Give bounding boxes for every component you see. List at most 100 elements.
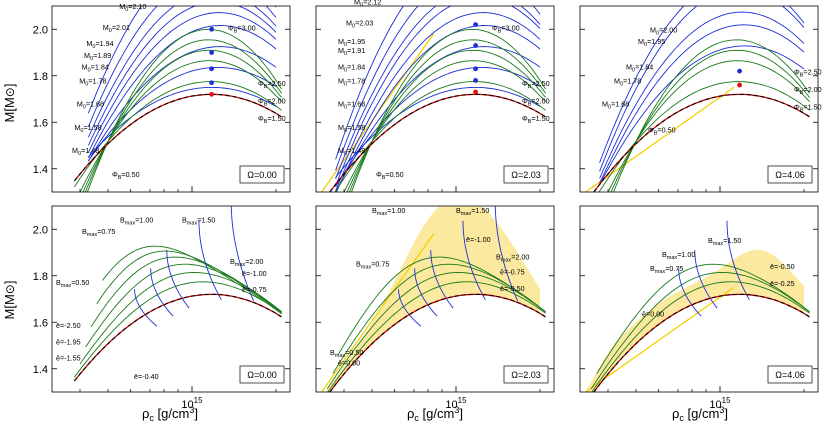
e-curve: [596, 263, 810, 374]
mass-curve: [87, 6, 277, 127]
flux-label: ΦB=1.50: [522, 114, 550, 125]
y-axis-label-sun-2: ⊙: [3, 284, 17, 294]
bmax-label: Bmax=1.00: [372, 206, 405, 217]
panels-layer: 1.41.61.82.0Ω=0.00M0=2.10M0=2.01M0=1.94M…: [33, 0, 822, 411]
e-label: ē=-0.40: [134, 372, 159, 381]
bmax-label: Bmax=1.50: [708, 236, 741, 247]
x-tick-label: 1015: [445, 396, 467, 411]
y-axis-label-close-2: ]: [2, 281, 17, 285]
mass-curve: [599, 45, 805, 186]
panel-frame: [315, 205, 555, 393]
x-label-unit-3: [g/cm: [684, 406, 719, 421]
e-label: ē=0.00: [642, 309, 664, 318]
flux-label: ΦB=2.50: [522, 79, 550, 90]
flux-curve: [351, 28, 546, 192]
sequence-dot: [209, 26, 215, 32]
x-axis-label-col0: ρc [g/cm3]: [142, 405, 198, 423]
flux-curve: [607, 60, 810, 192]
plot-area: [321, 206, 546, 392]
e-curve: [74, 281, 282, 378]
mass-curve: [335, 6, 541, 179]
mass-curve: [335, 25, 541, 192]
e-label: ē=-0.75: [242, 285, 267, 294]
mass-curve: [599, 24, 805, 184]
mass-curve: [87, 6, 277, 138]
mass-label: M0=1.84: [82, 62, 109, 73]
nonmag-dashed: [329, 293, 546, 392]
y-axis-label-main: M[M: [2, 97, 17, 122]
max-mass-dot: [473, 89, 478, 95]
mass-label: M0=2.03: [346, 18, 373, 29]
panel-1-2: 1015 Ω=4.06 Bmax=1.00 Bmax=1.50 Bmax=0.75 ē=-…: [579, 205, 819, 411]
e-curve: [102, 245, 282, 315]
bmax-curve: [414, 268, 438, 317]
sequence-dot: [209, 66, 215, 72]
mass-label: M0=1.84: [626, 62, 653, 73]
mass-label: M0=1.68: [338, 100, 365, 111]
x-label-unit-2: [g/cm: [419, 406, 454, 421]
e-label: ē=-1.55: [56, 354, 81, 363]
flux-label: ΦB=0.50: [648, 126, 676, 137]
plot-area: [585, 6, 810, 192]
mass-label: M0=1.95: [638, 37, 665, 48]
x-label-close: ]: [194, 406, 198, 421]
plot-area: [585, 220, 810, 392]
omega-label: Ω=0.00: [247, 170, 277, 180]
flux-label: ΦB=1.50: [794, 102, 822, 113]
y-tick-label: 1.4: [33, 164, 48, 176]
omega-label: Ω=2.03: [511, 370, 541, 380]
x-tick-label: 1015: [709, 396, 731, 411]
bmax-label: Bmax=0.75: [650, 264, 683, 275]
mass-curve: [335, 6, 541, 187]
mass-curve: [335, 12, 541, 191]
nonmag-dashed: [593, 293, 810, 392]
e-curve: [90, 256, 282, 327]
e-curve: [338, 256, 546, 355]
mass-label: M0=1.84: [338, 62, 365, 73]
y-tick-label: 1.4: [33, 364, 48, 376]
e-label: ē=-1.00: [242, 269, 267, 278]
panel-frame: [579, 5, 819, 193]
max-mass-dot: [209, 91, 215, 97]
e-curve: [327, 281, 546, 392]
panel-1-1: 1015 Ω=2.03 Bmax=1.00 Bmax=1.50 Bmax=0.75 Bma…: [315, 205, 555, 411]
bmax-label: Bmax=2.00: [496, 252, 529, 263]
mass-label: M0=1.68: [77, 100, 104, 111]
mass-curve: [599, 6, 805, 163]
yellow-edge-line: [585, 286, 735, 392]
mass-label: M0=1.89: [84, 51, 111, 62]
sequence-dot: [209, 50, 215, 55]
e-label: ē=-0.75: [500, 268, 525, 277]
sequence-dot: [737, 68, 742, 74]
mass-curve: [87, 6, 277, 114]
panel-frame: [51, 5, 291, 193]
mass-curve: [335, 86, 541, 178]
bmax-label: Bmax=1.00: [662, 250, 695, 261]
bmax-label: Bmax=2.00: [230, 257, 263, 268]
e-label: ē=-1.95: [56, 337, 81, 346]
bmax-label: Bmax=0.75: [82, 227, 115, 238]
mass-label: M0=1.78: [614, 76, 641, 87]
yellow-edge-line: [321, 233, 435, 392]
panel-1-0: 1.4 1.6 1.8 2.0 1015 Ω=0.00 Bmax=1.00 Bmax=1.50…: [33, 205, 291, 411]
flux-label: ΦB=3.00: [228, 23, 256, 34]
bmax-label: Bmax=0.75: [356, 259, 389, 270]
flux-curve: [349, 39, 546, 192]
flux-curve: [613, 39, 810, 192]
flux-label: ΦB=2.50: [794, 68, 822, 79]
bmax-curve: [150, 268, 174, 317]
flux-curve: [343, 60, 546, 192]
e-label: ē=-0.50: [770, 262, 795, 271]
mass-label: M0=2.12: [354, 0, 381, 8]
flux-label: ΦB=2.00: [794, 85, 822, 96]
y-axis-label-main-2: M[M: [2, 294, 17, 319]
x-label-sub-3: c: [679, 413, 684, 423]
x-label-rho-2: ρ: [407, 406, 414, 421]
mass-label: M0=1.48: [338, 146, 365, 157]
max-mass-dot: [737, 82, 742, 88]
bmax-curve: [726, 220, 750, 300]
omega-box: [503, 165, 549, 184]
bmax-curve: [198, 220, 222, 300]
mass-curve: [87, 12, 277, 153]
mass-curve: [335, 6, 541, 171]
